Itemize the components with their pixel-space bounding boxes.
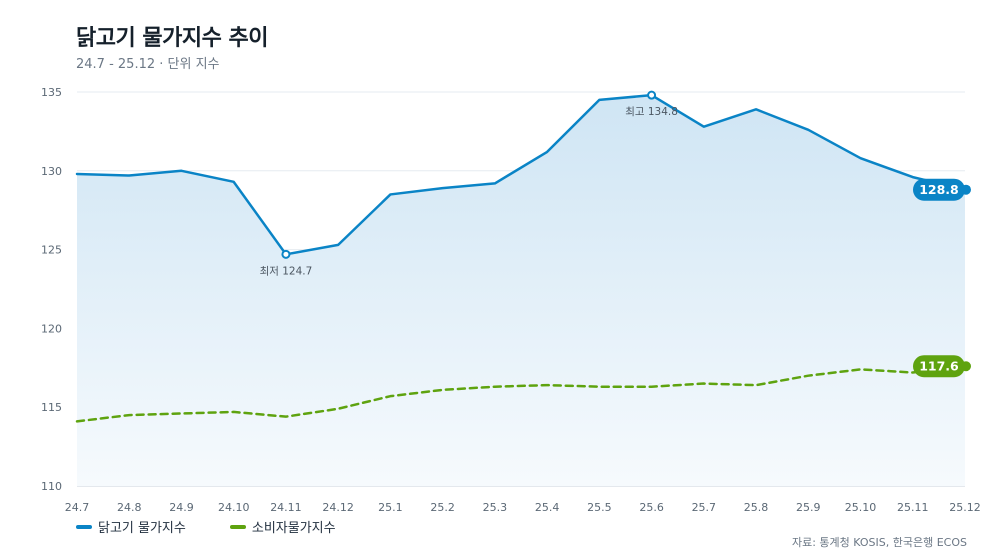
x-tick-label: 25.3 (483, 501, 508, 514)
x-tick-label: 24.11 (270, 501, 302, 514)
chicken-area (77, 95, 965, 486)
x-tick-label: 24.10 (218, 501, 250, 514)
end-label-value: 128.8 (919, 182, 959, 197)
legend: 닭고기 물가지수 소비자물가지수 (76, 517, 336, 536)
annotation-label: 최고 134.8 (625, 106, 678, 118)
annotation-marker (281, 249, 291, 259)
y-tick-label: 135 (41, 86, 62, 99)
x-tick-label: 24.12 (322, 501, 354, 514)
end-label-value: 117.6 (919, 359, 959, 374)
x-axis: 24.7 24.8 24.9 24.10 24.11 24.12 25.1 25.2 25.3 2… (65, 485, 981, 514)
x-tick-label: 25.1 (378, 501, 403, 514)
y-tick-label: 110 (41, 480, 62, 493)
legend-swatch-chicken (76, 524, 92, 529)
x-tick-label: 25.4 (535, 501, 560, 514)
end-labels: 128.8 117.6 (913, 178, 971, 378)
chart-title: 닭고기 물가지수 추이 (76, 26, 268, 51)
chart-subtitle: 24.7 - 25.12 · 단위 지수 (76, 57, 220, 72)
annotations: 최저 124.7 최고 134.8 (260, 90, 678, 277)
legend-item-chicken[interactable]: 닭고기 물가지수 (76, 517, 186, 536)
legend-label-cpi: 소비자물가지수 (251, 521, 336, 536)
y-tick-label: 125 (41, 244, 62, 257)
end-label-pill (913, 355, 965, 378)
series-lines (75, 93, 967, 423)
y-tick-label: 120 (41, 322, 62, 335)
end-label-pill (913, 178, 965, 201)
x-tick-label: 25.11 (897, 501, 929, 514)
chicken-series-line (75, 93, 967, 256)
legend-label-chicken: 닭고기 물가지수 (98, 521, 186, 536)
source-note: 자료: 통계청 KOSIS, 한국은행 ECOS (791, 536, 967, 549)
area-fill (77, 95, 965, 486)
cpi-series-line (75, 364, 967, 423)
annotation-marker (647, 90, 657, 100)
y-axis: 110 115 120 125 130 135 (41, 86, 62, 493)
x-tick-label: 24.9 (169, 501, 194, 514)
annotation-label: 최저 124.7 (260, 265, 313, 277)
x-tick-label: 25.9 (796, 501, 821, 514)
x-tick-label: 25.7 (692, 501, 717, 514)
x-tick-label: 24.7 (65, 501, 90, 514)
x-tick-label: 25.6 (639, 501, 664, 514)
x-tick-label: 25.10 (845, 501, 877, 514)
y-tick-label: 115 (41, 401, 62, 414)
legend-item-cpi[interactable]: 소비자물가지수 (229, 517, 336, 536)
x-tick-label: 24.8 (117, 501, 142, 514)
x-tick-label: 25.8 (744, 501, 769, 514)
legend-swatch-cpi (229, 524, 246, 529)
x-tick-label: 25.12 (949, 501, 981, 514)
y-tick-label: 130 (41, 165, 62, 178)
x-tick-label: 25.2 (430, 501, 455, 514)
x-tick-label: 25.5 (587, 501, 612, 514)
